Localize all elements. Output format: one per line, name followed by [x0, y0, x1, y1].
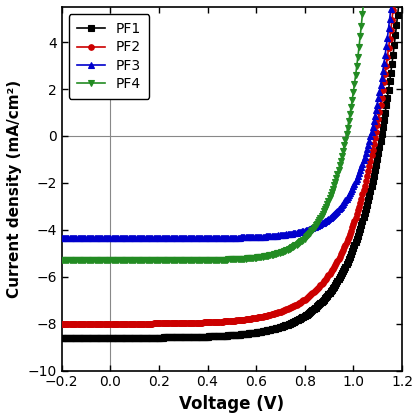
- PF2: [205, 320, 210, 325]
- PF1: [118, 335, 123, 340]
- PF2: [98, 321, 103, 326]
- PF2: [59, 321, 64, 326]
- PF2: [118, 321, 123, 326]
- PF1: [190, 334, 195, 339]
- PF1: [356, 231, 361, 236]
- Line: PF3: PF3: [59, 0, 405, 241]
- PF4: [205, 257, 210, 262]
- Legend: PF1, PF2, PF3, PF4: PF1, PF2, PF3, PF4: [68, 14, 150, 99]
- PF4: [356, 47, 361, 52]
- PF1: [393, 33, 398, 38]
- PF4: [59, 258, 64, 263]
- Line: PF2: PF2: [59, 0, 405, 327]
- PF1: [205, 334, 210, 339]
- Line: PF1: PF1: [59, 0, 405, 341]
- PF4: [118, 258, 123, 263]
- PF3: [356, 172, 361, 177]
- PF2: [356, 205, 361, 210]
- PF1: [59, 335, 64, 340]
- PF4: [190, 257, 195, 262]
- Y-axis label: Current density (mA/cm²): Current density (mA/cm²): [7, 80, 22, 298]
- PF1: [98, 335, 103, 340]
- PF3: [190, 236, 195, 241]
- X-axis label: Voltage (V): Voltage (V): [179, 395, 284, 413]
- PF4: [98, 258, 103, 263]
- PF2: [190, 320, 195, 326]
- PF3: [98, 236, 103, 241]
- PF3: [205, 235, 210, 240]
- Line: PF4: PF4: [59, 0, 405, 263]
- PF3: [118, 236, 123, 241]
- PF3: [59, 236, 64, 241]
